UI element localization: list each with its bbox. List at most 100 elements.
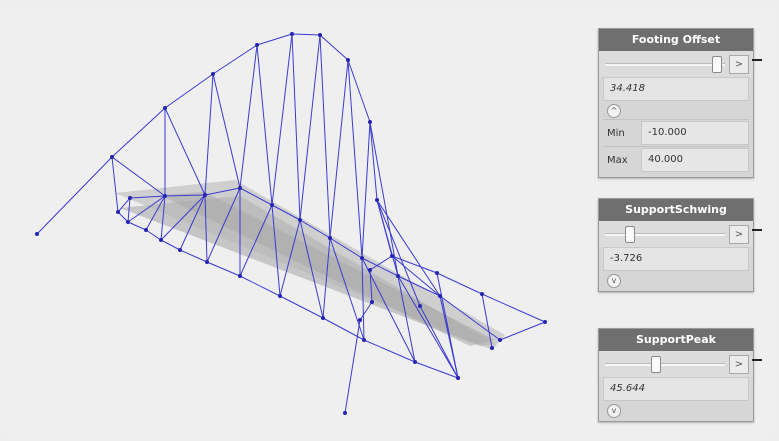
vertices <box>35 32 547 415</box>
wire-edge <box>111 107 166 158</box>
expand-toggle-icon[interactable]: v <box>607 274 621 288</box>
wire-edge <box>206 261 241 277</box>
vertex-point <box>278 294 282 298</box>
slider-thumb[interactable] <box>651 356 661 373</box>
slider-track[interactable] <box>605 63 725 66</box>
wire-edge <box>271 33 293 206</box>
vertex-point <box>490 346 494 350</box>
wire-edge <box>204 187 241 196</box>
wire-edge <box>344 319 361 414</box>
wire-edge <box>256 44 273 206</box>
output-port-wire[interactable] <box>752 229 762 231</box>
value-field[interactable]: 45.644 <box>603 377 749 401</box>
wire-edge <box>376 199 441 297</box>
wire-edge <box>212 73 241 189</box>
vertex-point <box>360 256 364 260</box>
expand-toggle-icon[interactable]: v <box>607 404 621 418</box>
vertex-point <box>159 238 163 242</box>
wire-edge <box>204 73 214 196</box>
vertex-point <box>116 210 120 214</box>
vertex-point <box>343 411 347 415</box>
wire-edge <box>271 204 301 221</box>
wire-edge <box>376 199 421 307</box>
wire-edge <box>481 293 546 323</box>
vertex-point <box>498 338 502 342</box>
vertex-point <box>396 274 400 278</box>
node-title[interactable]: SupportPeak <box>599 329 753 351</box>
vertex-point <box>110 155 114 159</box>
slider-thumb[interactable] <box>712 56 722 73</box>
wire-edge <box>117 211 129 223</box>
value-field[interactable]: 34.418 <box>603 77 749 101</box>
wire-edge <box>239 204 273 277</box>
wire-edge <box>256 33 293 46</box>
vertex-point <box>298 218 302 222</box>
wire-edge <box>117 197 131 213</box>
vertex-point <box>390 254 394 258</box>
slider[interactable]: > <box>599 221 753 247</box>
wire-edge <box>319 34 331 239</box>
vertex-point <box>413 360 417 364</box>
vertex-point <box>370 300 374 304</box>
vertex-point <box>238 186 242 190</box>
value-field[interactable]: -3.726 <box>603 247 749 271</box>
wire-edge <box>239 275 281 297</box>
expand-button[interactable]: > <box>729 355 749 374</box>
slider[interactable]: > <box>599 351 753 377</box>
wire-edge <box>363 339 416 363</box>
wire-edge <box>145 195 166 231</box>
wire-edge <box>397 275 416 363</box>
wire-edge <box>361 257 365 341</box>
support-peak-node[interactable]: SupportPeak > 45.644 v <box>598 328 762 422</box>
min-label: Min <box>607 127 625 139</box>
wire-edge <box>419 305 459 379</box>
wire-edge <box>212 44 258 75</box>
footing-offset-node[interactable]: Footing Offset > 34.418 ^ Min -10.000 Ma… <box>598 28 762 178</box>
wire-edge <box>414 361 459 379</box>
output-port-wire[interactable] <box>752 59 762 61</box>
vertex-point <box>321 316 325 320</box>
vertex-point <box>126 220 130 224</box>
wire-edge <box>361 257 399 277</box>
vertex-point <box>163 194 167 198</box>
slider-track[interactable] <box>605 233 725 236</box>
max-input[interactable]: 40.000 <box>641 148 749 172</box>
node-title[interactable]: Footing Offset <box>599 29 753 51</box>
collapse-toggle-icon[interactable]: ^ <box>607 104 621 118</box>
output-port-wire[interactable] <box>752 359 762 361</box>
vertex-point <box>346 58 350 62</box>
vertex-point <box>163 106 167 110</box>
expand-button[interactable]: > <box>729 55 749 74</box>
wire-edge <box>481 293 493 349</box>
wire-edge <box>436 272 483 295</box>
wire-edge <box>329 59 349 239</box>
wire-edge <box>391 255 441 297</box>
support-schwing-node[interactable]: SupportSchwing > -3.726 v <box>598 198 762 292</box>
node-title[interactable]: SupportSchwing <box>599 199 753 221</box>
wire-edge <box>160 194 206 241</box>
wire-edge <box>369 255 393 271</box>
slider[interactable]: > <box>599 51 753 77</box>
slider-thumb[interactable] <box>625 226 635 243</box>
wire-edge <box>359 301 373 321</box>
wire-edge <box>239 187 273 206</box>
wire-edge <box>160 195 166 241</box>
wire-edge <box>291 33 301 221</box>
wire-edge <box>291 33 321 36</box>
slider-track[interactable] <box>605 363 725 366</box>
wire-edge <box>111 156 119 213</box>
wire-edge <box>129 195 166 199</box>
wire-edge <box>299 34 321 221</box>
wire-edge <box>271 204 281 297</box>
vertex-point <box>178 248 182 252</box>
min-input[interactable]: -10.000 <box>641 121 749 145</box>
wire-edge <box>391 255 438 274</box>
wire-edge <box>347 59 371 123</box>
expand-button[interactable]: > <box>729 225 749 244</box>
wire-edge <box>145 229 162 241</box>
vertex-point <box>144 228 148 232</box>
vertex-point <box>438 294 442 298</box>
wire-edge <box>369 121 399 277</box>
wire-edge <box>239 44 258 189</box>
